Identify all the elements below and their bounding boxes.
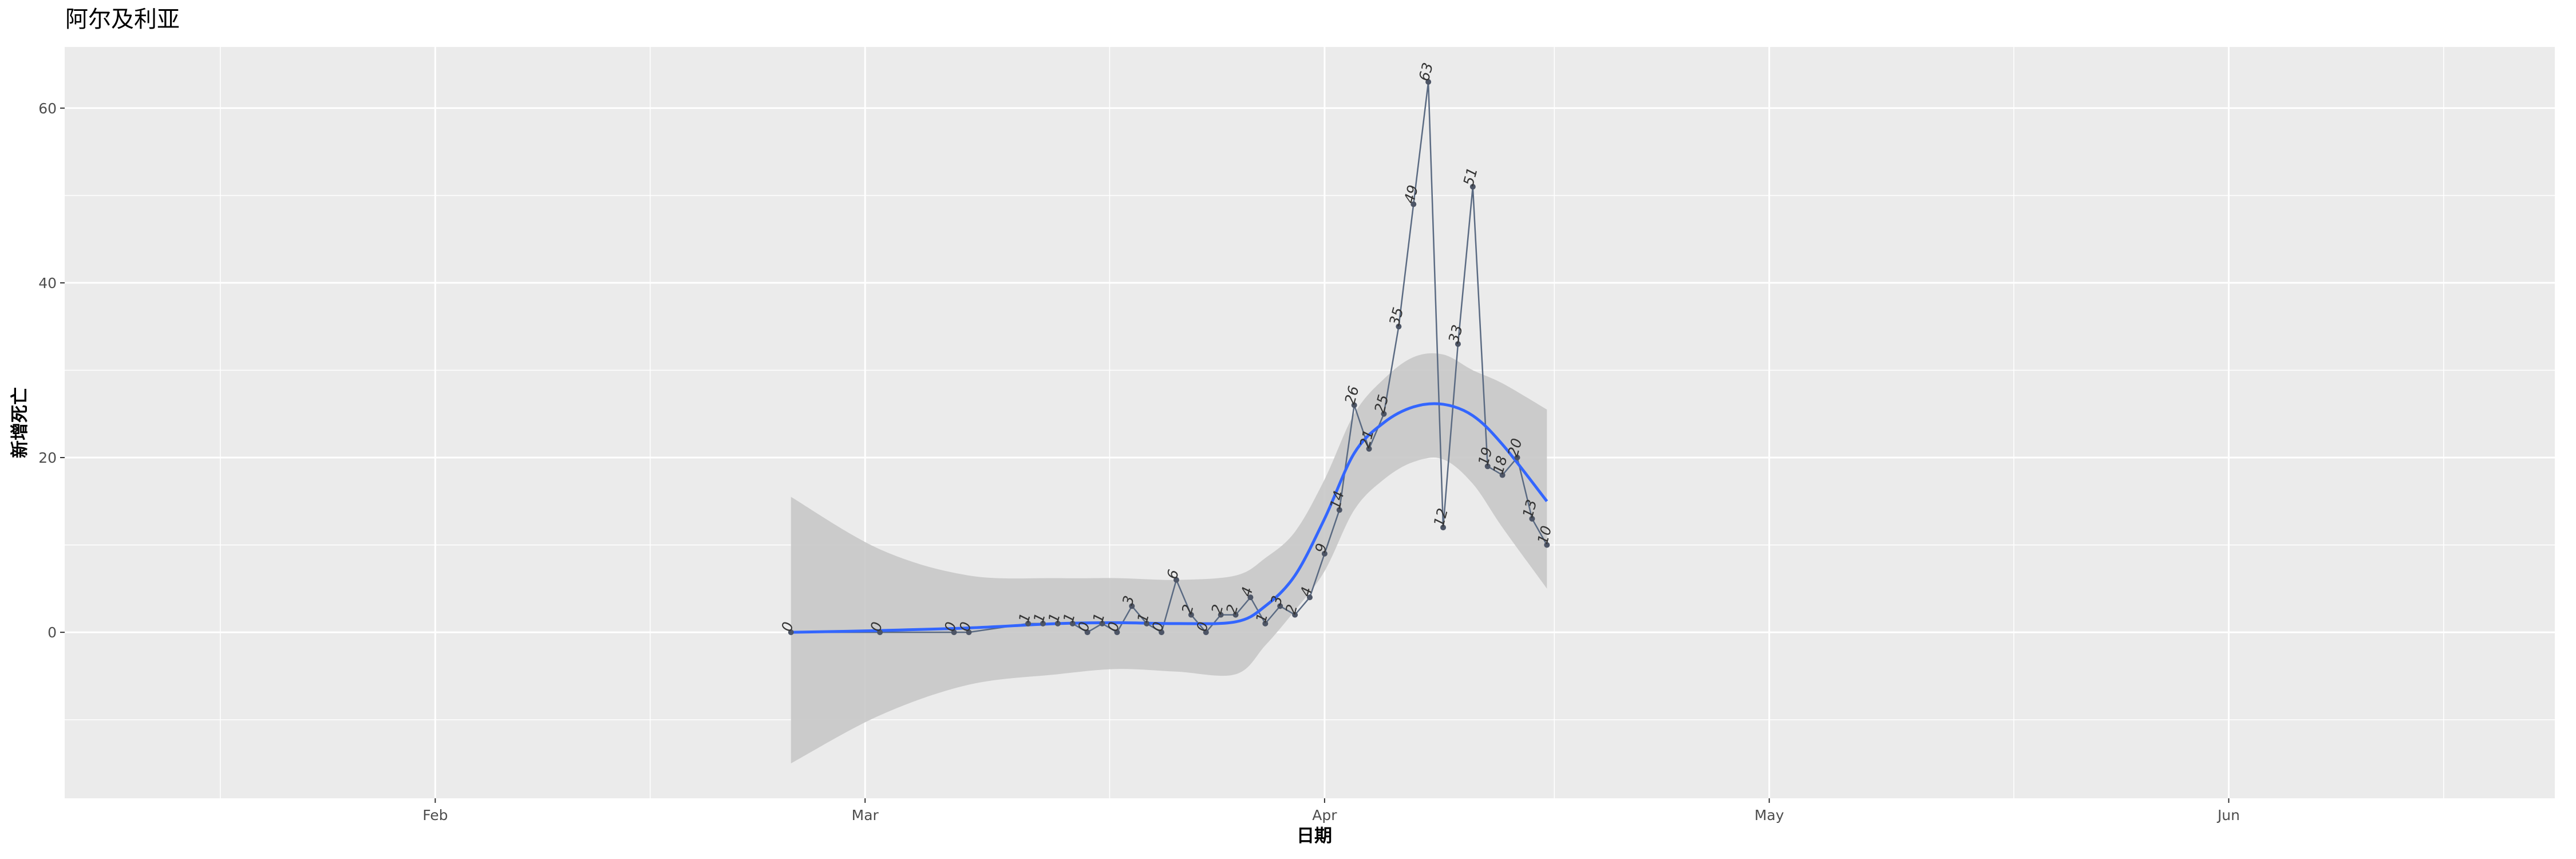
- data-label: 1: [1030, 612, 1049, 625]
- data-label: 1: [1045, 612, 1064, 625]
- y-tick-label: 60: [38, 100, 57, 117]
- x-tick-label: Feb: [422, 807, 448, 823]
- data-label: 0: [779, 620, 797, 633]
- data-point: [1336, 507, 1342, 513]
- x-tick-label: May: [1755, 807, 1784, 823]
- data-label: 1: [1060, 612, 1078, 625]
- y-tick-label: 20: [38, 450, 57, 466]
- data-point: [951, 629, 957, 636]
- data-point: [1440, 525, 1447, 531]
- smooth-line: [791, 402, 1548, 634]
- data-point: [1054, 620, 1061, 626]
- data-point: [1114, 629, 1120, 636]
- data-label: 0: [1194, 620, 1212, 633]
- data-point: [1218, 612, 1224, 618]
- data-point: [1544, 542, 1550, 548]
- data-label: 0: [941, 620, 959, 633]
- data-point: [966, 629, 972, 636]
- data-point: [1025, 620, 1032, 626]
- data-point: [1514, 455, 1520, 461]
- data-point: [1396, 324, 1402, 330]
- data-label-layer: 0 0 00111101031062022413249142621253549631…: [779, 61, 1555, 633]
- data-label: 4: [1297, 585, 1315, 598]
- plot-panel: [65, 47, 2555, 798]
- data-label: 6: [1164, 568, 1182, 581]
- data-label: 0: [867, 620, 886, 633]
- data-label: 4: [1238, 585, 1256, 598]
- data-point: [1129, 603, 1135, 609]
- data-point: [1277, 603, 1283, 609]
- data-point: [1484, 463, 1491, 470]
- x-tick-label: Apr: [1312, 807, 1337, 823]
- data-point: [1321, 550, 1327, 557]
- y-axis-title: 新增死亡: [10, 387, 30, 458]
- data-point: [1084, 629, 1091, 636]
- data-label: 0: [1149, 620, 1167, 633]
- x-tick-label: Jun: [2217, 807, 2240, 823]
- data-point: [788, 629, 794, 636]
- data-point: [1499, 472, 1506, 478]
- data-label: 9: [1312, 542, 1330, 555]
- data-label: 1: [1134, 612, 1152, 625]
- x-axis-title: 日期: [1297, 826, 1332, 846]
- data-label: 0: [1104, 620, 1123, 633]
- data-point: [1188, 612, 1194, 618]
- data-point: [1099, 620, 1105, 626]
- data-point: [1455, 341, 1461, 347]
- grid-minor: [65, 47, 2555, 798]
- data-label: 1: [1016, 612, 1034, 625]
- data-point: [1469, 184, 1476, 190]
- data-point: [1159, 629, 1165, 636]
- data-label: 1: [1253, 612, 1271, 625]
- point-layer: [788, 79, 1550, 636]
- data-point: [1351, 402, 1357, 408]
- data-point: [1366, 446, 1372, 452]
- data-label: 2: [1208, 602, 1226, 616]
- data-label: 3: [1119, 594, 1137, 607]
- data-point: [1203, 629, 1209, 636]
- data-point: [1425, 79, 1432, 85]
- y-tick-label: 40: [38, 275, 57, 291]
- confidence-band: [791, 353, 1547, 763]
- data-point: [1040, 620, 1046, 626]
- data-point: [1247, 594, 1254, 601]
- data-point: [1529, 515, 1535, 522]
- data-point: [1411, 201, 1417, 207]
- data-label: 2: [1223, 602, 1241, 616]
- data-point: [1307, 594, 1313, 601]
- data-point: [877, 629, 883, 636]
- data-label: 3: [1267, 594, 1286, 607]
- data-label: 1: [1089, 612, 1108, 625]
- data-point: [1292, 612, 1298, 618]
- data-label: 0: [1074, 620, 1093, 633]
- smooth-layer: [791, 402, 1548, 634]
- grid-major: [65, 47, 2555, 798]
- data-point: [1144, 620, 1150, 626]
- chart-title: 阿尔及利亚: [65, 6, 180, 33]
- x-tick-label: Mar: [852, 807, 879, 823]
- data-point: [1173, 577, 1179, 583]
- data-label: 0: [956, 620, 974, 633]
- y-tick-label: 0: [48, 624, 57, 641]
- data-label: 2: [1282, 602, 1301, 616]
- data-point: [1232, 612, 1239, 618]
- confidence-band-layer: [791, 353, 1547, 763]
- data-point: [1069, 620, 1076, 626]
- data-point: [1381, 411, 1387, 417]
- data-label: 2: [1179, 602, 1197, 616]
- data-point: [1262, 620, 1269, 626]
